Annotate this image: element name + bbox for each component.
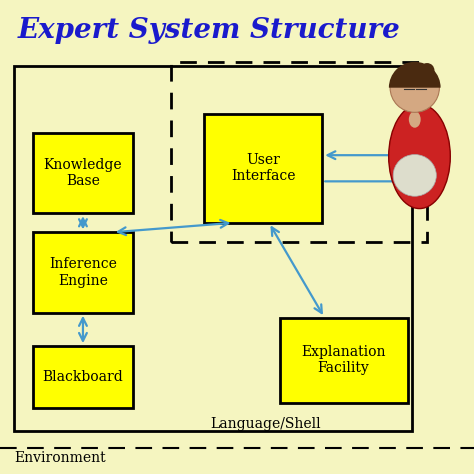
Text: Blackboard: Blackboard <box>43 370 123 384</box>
Circle shape <box>419 63 435 78</box>
Bar <box>171 62 427 242</box>
FancyBboxPatch shape <box>33 346 133 408</box>
FancyBboxPatch shape <box>280 318 408 403</box>
Text: Environment: Environment <box>14 451 106 465</box>
Bar <box>14 66 412 431</box>
Text: User
Interface: User Interface <box>231 153 295 183</box>
Wedge shape <box>389 62 441 88</box>
Text: Inference
Engine: Inference Engine <box>49 257 117 288</box>
Text: Explanation
Facility: Explanation Facility <box>301 345 386 375</box>
Ellipse shape <box>389 104 450 209</box>
Text: Expert System Structure: Expert System Structure <box>17 18 400 44</box>
Circle shape <box>390 63 439 112</box>
Ellipse shape <box>409 111 421 128</box>
Text: Knowledge
Base: Knowledge Base <box>44 158 122 188</box>
Ellipse shape <box>393 155 436 196</box>
Text: Language/Shell: Language/Shell <box>210 417 321 431</box>
FancyBboxPatch shape <box>33 133 133 213</box>
FancyBboxPatch shape <box>204 114 322 223</box>
FancyBboxPatch shape <box>33 232 133 313</box>
